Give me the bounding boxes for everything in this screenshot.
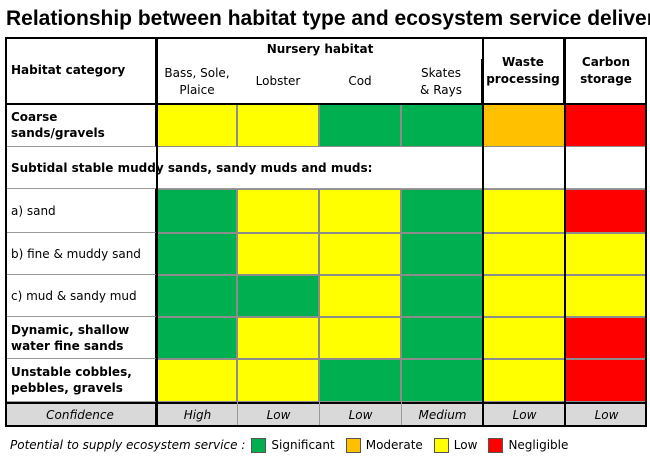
cell-c-mud-sandy-mud-bass-sole-plaice [157,275,237,317]
cell-c-mud-sandy-mud-skates-rays [401,275,483,317]
row-label-coarse-sands-gravels: Coarse sands/gravels [5,104,157,147]
cell-a-sand-waste-processing [483,189,565,233]
section-heading: Subtidal stable muddy sands, sandy muds … [5,147,647,189]
legend-text-moderate: Moderate [365,438,423,452]
column-divider [564,37,566,427]
cell-coarse-sands-gravels-lobster [237,104,319,147]
cell-dynamic-shallow-water-fine-sands-cod [319,317,401,359]
confidence-skates-rays: Medium [401,402,483,427]
column-header-cod: Cod [348,74,372,88]
header-divider [5,103,647,105]
cell-unstable-cobbles-pebbles-gravels-cod [319,359,401,402]
legend-text-significant: Significant [271,438,335,452]
cell-a-sand-carbon-storage [565,189,647,233]
cell-unstable-cobbles-pebbles-gravels-lobster [237,359,319,402]
legend-item-moderate: Moderate [345,437,423,453]
cell-a-sand-cod [319,189,401,233]
cell-dynamic-shallow-water-fine-sands-lobster [237,317,319,359]
cell-coarse-sands-gravels-skates-rays [401,104,483,147]
legend-swatch-low [433,437,449,453]
cell-b-fine-muddy-sand-lobster [237,233,319,275]
row-label-a-sand: a) sand [5,189,157,233]
column-header-carbon-storage: Carbon storage [580,54,632,86]
confidence-row-bg [5,402,647,427]
row-label-dynamic-shallow-water-fine-sands: Dynamic, shallow water fine sands [5,317,157,359]
cell-unstable-cobbles-pebbles-gravels-bass-sole-plaice [157,359,237,402]
confidence-bass-sole-plaice: High [157,402,237,427]
cell-coarse-sands-gravels-cod [319,104,401,147]
legend-swatch-negligible [488,437,504,453]
cell-b-fine-muddy-sand-cod [319,233,401,275]
column-header-skates-rays: Skates & Rays [401,59,483,104]
legend-item-negligible: Negligible [488,437,569,453]
cell-c-mud-sandy-mud-cod [319,275,401,317]
cell-dynamic-shallow-water-fine-sands-carbon-storage [565,317,647,359]
cell-coarse-sands-gravels-carbon-storage [565,104,647,147]
legend-swatch-significant [251,437,267,453]
header-habitat-category: Habitat category [5,37,157,104]
confidence-lobster: Low [237,402,319,427]
legend-label: Potential to supply ecosystem service : [10,438,246,452]
confidence-waste-processing: Low [483,402,565,427]
row-label-c-mud-sandy-mud: c) mud & sandy mud [5,275,157,317]
column-divider [156,37,158,427]
cell-coarse-sands-gravels-bass-sole-plaice [157,104,237,147]
cell-unstable-cobbles-pebbles-gravels-carbon-storage [565,359,647,402]
row-label-b-fine-muddy-sand: b) fine & muddy sand [5,233,157,275]
cell-b-fine-muddy-sand-waste-processing [483,233,565,275]
cell-b-fine-muddy-sand-skates-rays [401,233,483,275]
column-header-lobster: Lobster [255,74,301,88]
legend-item-low: Low [433,437,478,453]
confidence-label: Confidence [5,402,157,427]
column-divider [482,37,484,427]
confidence-cod: Low [319,402,401,427]
cell-coarse-sands-gravels-waste-processing [483,104,565,147]
chart-title: Relationship between habitat type and ec… [6,7,650,30]
cell-c-mud-sandy-mud-carbon-storage [565,275,647,317]
cell-dynamic-shallow-water-fine-sands-bass-sole-plaice [157,317,237,359]
cell-a-sand-bass-sole-plaice [157,189,237,233]
cell-a-sand-skates-rays [401,189,483,233]
row-label-unstable-cobbles-pebbles-gravels: Unstable cobbles, pebbles, gravels [5,359,157,402]
cell-b-fine-muddy-sand-carbon-storage [565,233,647,275]
cell-c-mud-sandy-mud-lobster [237,275,319,317]
header-nursery-habitat: Nursery habitat [266,41,374,56]
cell-c-mud-sandy-mud-waste-processing [483,275,565,317]
legend-text-low: Low [453,438,478,452]
cell-a-sand-lobster [237,189,319,233]
column-header-waste-processing: Waste processing [483,37,565,104]
column-header-bass-sole-plaice: Bass, Sole, Plaice [164,65,230,97]
cell-unstable-cobbles-pebbles-gravels-skates-rays [401,359,483,402]
cell-unstable-cobbles-pebbles-gravels-waste-processing [483,359,565,402]
confidence-carbon-storage: Low [565,402,647,427]
legend-text-negligible: Negligible [508,438,569,452]
legend-swatch-moderate [345,437,361,453]
legend-item-significant: Significant [251,437,335,453]
cell-dynamic-shallow-water-fine-sands-skates-rays [401,317,483,359]
legend: Potential to supply ecosystem service : S… [10,434,579,456]
cell-dynamic-shallow-water-fine-sands-waste-processing [483,317,565,359]
cell-b-fine-muddy-sand-bass-sole-plaice [157,233,237,275]
